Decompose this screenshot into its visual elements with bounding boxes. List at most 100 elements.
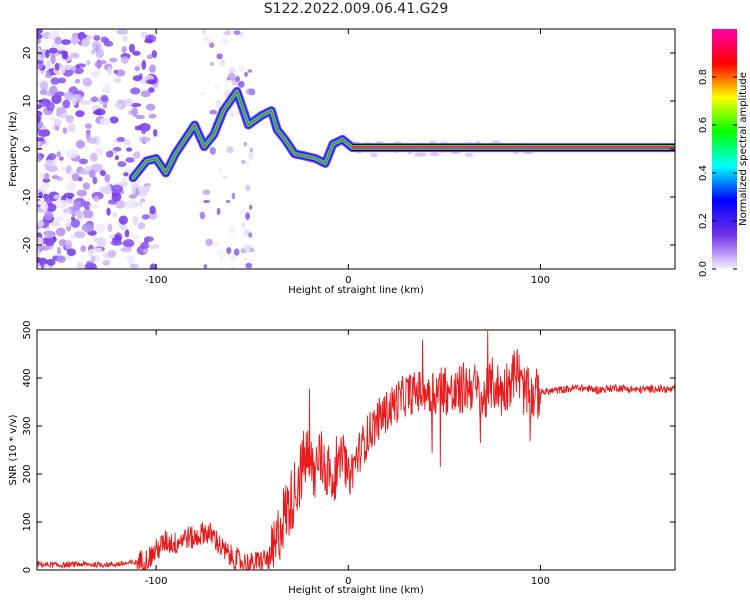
noise-blob: [109, 234, 116, 239]
noise-blob: [231, 192, 236, 200]
noise-blob: [227, 72, 236, 81]
noise-blob: [130, 87, 141, 95]
noise-blob: [65, 239, 73, 250]
noise-blob: [106, 150, 114, 158]
noise-blob: [66, 182, 77, 191]
noise-blob: [99, 117, 111, 126]
noise-blob: [128, 194, 138, 199]
noise-blob: [49, 85, 58, 95]
y-tick-label: 300: [22, 416, 33, 435]
noise-blob: [53, 194, 62, 200]
noise-blob: [219, 255, 224, 261]
snr-line-layer: [37, 330, 675, 570]
noise-blob: [70, 216, 75, 221]
noise-blob: [130, 235, 140, 240]
noise-blob: [134, 66, 140, 72]
noise-blob: [71, 65, 77, 72]
x-tick-label: -100: [145, 576, 168, 587]
noise-blob: [221, 38, 230, 44]
colorbar-ticks: 0.0 0.2 0.4 0.6 0.8: [698, 69, 737, 277]
noise-blob: [64, 208, 72, 214]
noise-blob: [37, 33, 43, 40]
noise-blob: [40, 81, 49, 91]
noise-blob: [141, 126, 147, 135]
noise-blob: [100, 94, 109, 103]
noise-blob: [209, 42, 215, 48]
noise-blob: [82, 182, 91, 190]
noise-blob: [244, 161, 249, 166]
noise-blob: [141, 214, 150, 220]
snr-frame: [36, 329, 676, 571]
noise-blob: [113, 77, 122, 84]
noise-blob: [148, 87, 155, 93]
noise-blob: [96, 150, 104, 156]
noise-blob: [86, 137, 98, 144]
noise-blob: [80, 100, 92, 105]
noise-blob: [464, 152, 474, 157]
noise-blob: [86, 34, 94, 40]
noise-blob: [213, 86, 220, 90]
noise-blob: [248, 232, 253, 238]
noise-blob: [430, 152, 440, 157]
x-tick-label: -100: [145, 275, 168, 286]
y-tick-label: 500: [22, 320, 33, 339]
noise-blob: [83, 201, 91, 211]
noise-blob: [111, 192, 122, 202]
noise-blob: [90, 71, 99, 78]
spectral-ridge: [132, 90, 675, 179]
noise-blob: [92, 110, 103, 115]
noise-blob: [45, 159, 57, 167]
noise-blob: [241, 222, 245, 229]
noise-blob: [51, 29, 59, 39]
noise-blob: [245, 262, 253, 269]
colorbar-label: Normalized spectral amplitude: [738, 72, 749, 226]
spectrogram-y-axis-label: Frequency (Hz): [8, 111, 19, 187]
noise-blob: [103, 103, 108, 109]
noise-blob: [203, 199, 211, 204]
noise-blob: [125, 255, 136, 260]
colorbar-tick-label: 0.8: [698, 69, 709, 85]
noise-blob: [203, 36, 211, 43]
noise-blob: [212, 241, 219, 247]
noise-blob: [43, 230, 55, 239]
noise-blob: [94, 60, 103, 68]
noise-blob: [153, 129, 158, 137]
noise-blob: [50, 54, 56, 65]
noise-blob: [88, 204, 100, 209]
noise-blob: [39, 89, 47, 96]
noise-blob: [117, 161, 127, 168]
noise-blob: [107, 223, 113, 233]
noise-blob: [131, 186, 136, 197]
noise-blob: [92, 247, 103, 254]
noise-blob: [102, 84, 111, 95]
noise-blob: [46, 101, 55, 112]
noise-blob: [249, 147, 254, 153]
noise-blob: [144, 38, 153, 44]
y-tick-label: -10: [22, 189, 33, 205]
noise-blob: [56, 151, 61, 158]
noise-blob: [67, 123, 76, 133]
noise-blob: [370, 152, 378, 157]
noise-blob: [111, 184, 124, 194]
noise-blob: [127, 257, 135, 265]
noise-blob: [56, 255, 66, 263]
noise-blob: [106, 181, 111, 192]
noise-blob: [153, 83, 159, 89]
noise-blob: [123, 100, 134, 106]
colorbar-tick-label: 0.2: [698, 213, 709, 229]
noise-blob: [97, 240, 107, 248]
noise-blob: [229, 226, 235, 235]
noise-blob: [131, 106, 138, 117]
noise-blob: [78, 158, 89, 165]
noise-blob: [66, 248, 76, 256]
noise-blob: [113, 69, 118, 74]
noise-blob: [90, 152, 98, 162]
noise-blob: [71, 173, 80, 182]
x-tick-label: 0: [345, 576, 351, 587]
noise-blob: [143, 248, 149, 254]
noise-blob: [247, 69, 253, 73]
noise-blob: [149, 64, 157, 73]
noise-blob: [235, 76, 241, 82]
noise-blob: [209, 147, 216, 155]
noise-blob: [53, 118, 62, 127]
